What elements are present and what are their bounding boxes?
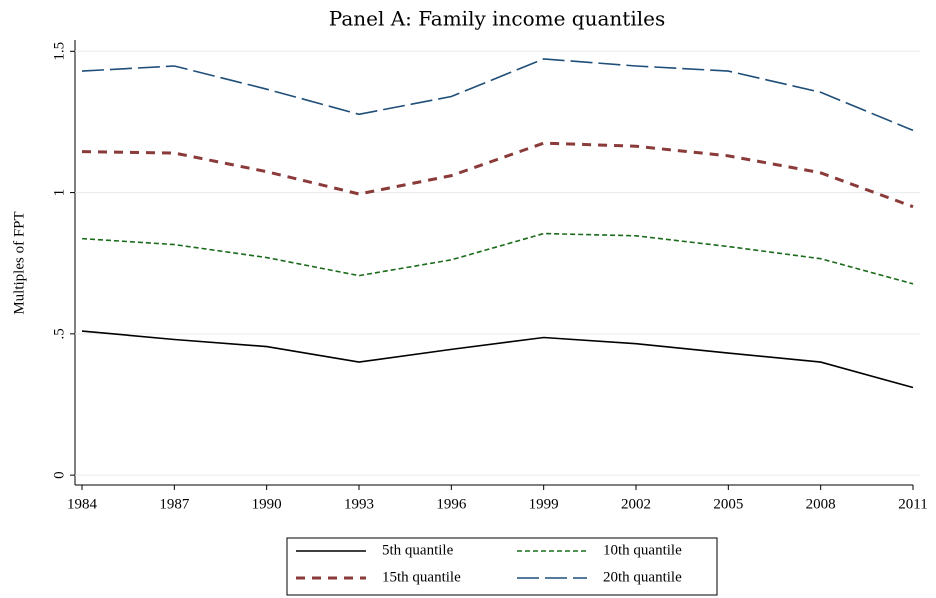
legend-label: 5th quantile — [382, 542, 454, 558]
series-line — [81, 141, 914, 209]
y-tick-label: 0 — [51, 471, 67, 479]
x-tick-label: 1990 — [252, 496, 282, 512]
x-tick-label: 2002 — [621, 496, 651, 512]
chart-title: Panel A: Family income quantiles — [329, 7, 665, 31]
x-tick-label: 2011 — [898, 496, 927, 512]
x-tick-label: 1996 — [436, 496, 467, 512]
series-line — [81, 330, 914, 389]
series-line — [81, 58, 914, 132]
y-tick-label: .5 — [51, 328, 67, 339]
legend-label: 20th quantile — [603, 569, 682, 585]
x-tick-label: 1999 — [529, 496, 559, 512]
y-axis-label: Multiples of FPT — [11, 211, 27, 314]
legend-label: 10th quantile — [603, 542, 682, 558]
x-tick-label: 2008 — [806, 496, 836, 512]
x-tick-label: 1987 — [159, 496, 190, 512]
x-tick-label: 1984 — [67, 496, 98, 512]
series-line — [81, 232, 914, 285]
y-tick-label: 1.5 — [51, 42, 67, 61]
legend-label: 15th quantile — [382, 569, 461, 585]
x-tick-label: 2005 — [713, 496, 743, 512]
y-tick-label: 1 — [51, 189, 67, 197]
legend-box — [286, 537, 718, 596]
x-tick-label: 1993 — [344, 496, 374, 512]
